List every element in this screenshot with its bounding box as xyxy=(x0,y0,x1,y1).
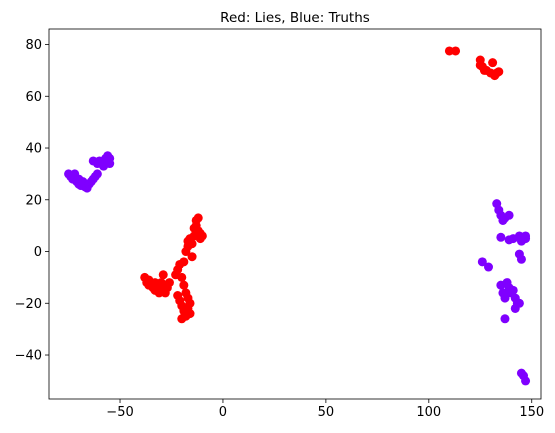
data-point xyxy=(484,262,494,272)
data-point xyxy=(504,210,514,220)
x-tick-label: 100 xyxy=(416,405,441,420)
x-axis: −50 0 50 100 150 xyxy=(106,399,544,420)
data-point xyxy=(177,272,187,282)
data-point xyxy=(179,280,189,290)
y-tick-label: −40 xyxy=(15,349,42,364)
data-point xyxy=(494,67,504,77)
data-point xyxy=(158,270,168,280)
data-point xyxy=(193,213,203,223)
x-tick-label: 150 xyxy=(519,405,544,420)
data-point xyxy=(514,298,524,308)
data-point xyxy=(488,58,498,68)
y-tick-label: 80 xyxy=(25,38,42,53)
data-point xyxy=(516,254,526,264)
data-point xyxy=(444,46,454,56)
data-point xyxy=(181,288,191,298)
y-tick-label: −20 xyxy=(15,297,42,312)
data-point xyxy=(500,314,510,324)
y-tick-label: 60 xyxy=(25,90,42,105)
y-tick-label: 0 xyxy=(34,245,42,260)
chart-title: Red: Lies, Blue: Truths xyxy=(220,10,370,26)
plot-frame xyxy=(48,28,542,400)
x-tick-label: −50 xyxy=(106,405,133,420)
data-point xyxy=(477,257,487,267)
data-point xyxy=(500,293,510,303)
data-point xyxy=(521,231,531,241)
y-axis: −40 −20 0 20 40 60 80 xyxy=(15,38,49,364)
data-point xyxy=(164,278,174,288)
y-tick-label: 20 xyxy=(25,193,42,208)
data-point xyxy=(521,376,531,386)
data-point xyxy=(177,314,187,324)
data-point xyxy=(187,252,197,262)
data-point xyxy=(451,46,461,56)
data-point xyxy=(197,231,207,241)
data-points xyxy=(64,46,531,386)
y-tick-label: 40 xyxy=(25,142,42,157)
data-point xyxy=(496,232,506,242)
data-point xyxy=(185,309,195,319)
data-point xyxy=(187,239,197,249)
data-point xyxy=(508,285,518,295)
data-point xyxy=(105,159,115,169)
data-point xyxy=(179,257,189,267)
x-tick-label: 50 xyxy=(318,405,335,420)
x-tick-label: 0 xyxy=(219,405,227,420)
data-point xyxy=(92,169,102,179)
